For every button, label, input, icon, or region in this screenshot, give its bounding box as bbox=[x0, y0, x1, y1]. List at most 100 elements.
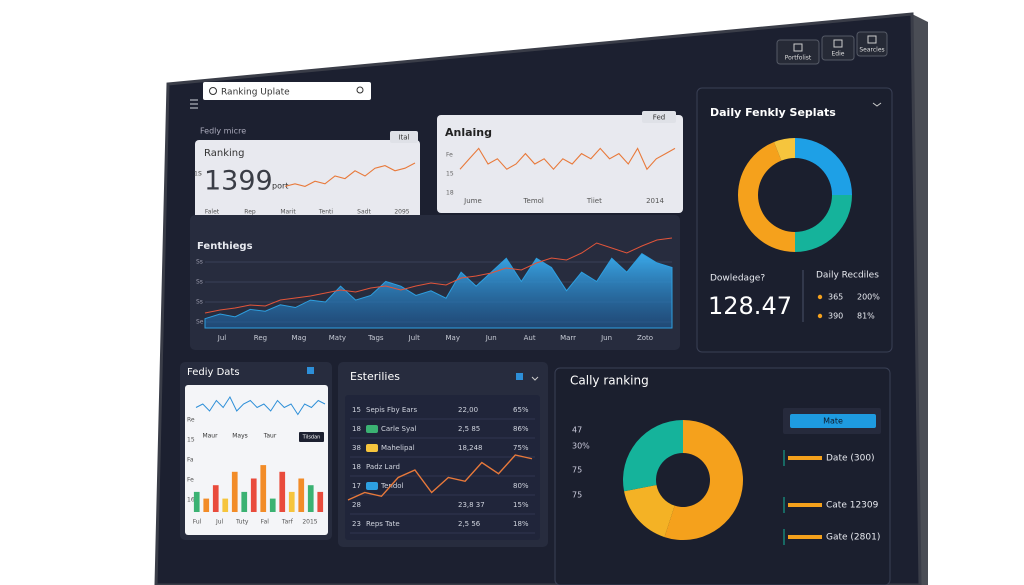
toolbar-button[interactable] bbox=[776, 39, 820, 65]
label: 200% bbox=[857, 293, 880, 302]
label: 18,248 bbox=[458, 444, 483, 452]
label: Ranking Uplate bbox=[221, 88, 290, 98]
tick-label: Se bbox=[196, 319, 204, 326]
tick-label: May bbox=[445, 334, 459, 342]
bar bbox=[250, 478, 257, 512]
line-series bbox=[347, 454, 533, 501]
donut-segment bbox=[624, 485, 675, 538]
tick-label: Jul bbox=[215, 519, 224, 526]
tick-label: 18 bbox=[446, 190, 454, 197]
tick-label: Re bbox=[187, 417, 195, 424]
ranking-card bbox=[195, 140, 420, 222]
label: 2,5 85 bbox=[458, 425, 480, 433]
label: 15% bbox=[513, 501, 529, 509]
tick-label: Ss bbox=[196, 279, 203, 286]
label: 38 bbox=[352, 444, 361, 452]
label: Cally ranking bbox=[570, 374, 649, 388]
analysis-card bbox=[437, 115, 683, 213]
tick-label: Marr bbox=[560, 334, 576, 342]
tick-label: 30% bbox=[572, 442, 590, 451]
tick-label: Maty bbox=[329, 334, 346, 342]
tick-label: Jun bbox=[485, 334, 497, 342]
toolbar-icon bbox=[867, 35, 877, 44]
tick-label: 1S bbox=[194, 171, 202, 178]
tick-label: Marit bbox=[280, 209, 296, 216]
tick-label: Zoto bbox=[637, 334, 653, 342]
bar bbox=[203, 498, 210, 512]
tick-label: Tenti bbox=[318, 209, 333, 216]
label: 17 bbox=[352, 482, 361, 490]
tag bbox=[366, 425, 378, 433]
tick-label: 1S bbox=[194, 171, 202, 178]
badge bbox=[390, 131, 418, 143]
menu-icon[interactable] bbox=[190, 99, 198, 109]
label: 18 bbox=[352, 463, 361, 471]
tick-label: Tags bbox=[367, 334, 384, 342]
tick-label: Fe bbox=[446, 152, 453, 159]
label: 65% bbox=[513, 406, 529, 414]
label: 28 bbox=[352, 501, 361, 509]
label: Esterilies bbox=[350, 370, 400, 383]
bar bbox=[307, 485, 314, 512]
label: Carle Syal bbox=[381, 425, 416, 433]
panel-icon bbox=[307, 367, 314, 374]
tick-label: 16 bbox=[187, 497, 195, 504]
label: 22,00 bbox=[458, 406, 478, 414]
tick-label: Sadt bbox=[357, 209, 371, 216]
tick-label: Fal bbox=[261, 519, 270, 526]
tick-label: Tarf bbox=[281, 519, 294, 526]
label: 390 bbox=[828, 312, 843, 321]
bar bbox=[298, 478, 305, 512]
tick-label: 75 bbox=[572, 491, 582, 500]
tick-label: Fe bbox=[187, 477, 194, 484]
badge bbox=[642, 111, 676, 123]
label: Reps Tate bbox=[366, 520, 400, 528]
label: Tendol bbox=[380, 482, 404, 490]
toolbar-button[interactable] bbox=[821, 35, 855, 61]
bullet bbox=[817, 313, 823, 319]
label: Anlaing bbox=[445, 126, 492, 139]
legend-label: Cate 12309 bbox=[826, 501, 879, 511]
collapse-icon[interactable] bbox=[531, 376, 539, 381]
entries-table bbox=[345, 395, 540, 540]
tick-label: Ful bbox=[193, 519, 202, 526]
label: 86% bbox=[513, 425, 529, 433]
label: Ranking bbox=[204, 148, 244, 159]
button[interactable] bbox=[299, 432, 324, 442]
donut-panel bbox=[696, 87, 893, 353]
search-box[interactable] bbox=[203, 82, 371, 100]
collapse-icon[interactable] bbox=[872, 102, 882, 107]
label: Tilsdan bbox=[302, 435, 321, 441]
tick-label: Tuty bbox=[235, 519, 249, 526]
bullet bbox=[817, 294, 823, 300]
big-number: 1399 bbox=[204, 166, 273, 197]
tag bbox=[366, 482, 378, 490]
label: 18% bbox=[513, 520, 529, 528]
label: 75% bbox=[513, 444, 529, 452]
bar bbox=[260, 465, 267, 512]
button[interactable] bbox=[790, 414, 876, 428]
tick-label: Jun bbox=[600, 334, 612, 342]
line-series bbox=[284, 162, 416, 187]
bar bbox=[241, 491, 248, 512]
label: 23,8 37 bbox=[458, 501, 485, 509]
toolbar-button[interactable] bbox=[856, 31, 888, 57]
label: Daily Recdiles bbox=[816, 271, 879, 281]
label: Sepis Fby Ears bbox=[366, 406, 417, 414]
tick-label: Maur bbox=[202, 433, 218, 440]
tick-label: 75 bbox=[572, 466, 582, 475]
donut-segment bbox=[664, 420, 743, 540]
tick-label: Jul bbox=[217, 334, 227, 342]
label: 15 bbox=[352, 406, 361, 414]
label: Fedly micre bbox=[200, 127, 246, 136]
label: 2,5 56 bbox=[458, 520, 481, 528]
tick-label: Temol bbox=[522, 197, 543, 205]
donut-segment bbox=[795, 195, 852, 252]
search-icon bbox=[209, 87, 217, 95]
panel-icon bbox=[516, 373, 523, 380]
donut-segment bbox=[622, 420, 683, 492]
tick-label: Falet bbox=[205, 209, 220, 216]
bar bbox=[193, 491, 200, 512]
